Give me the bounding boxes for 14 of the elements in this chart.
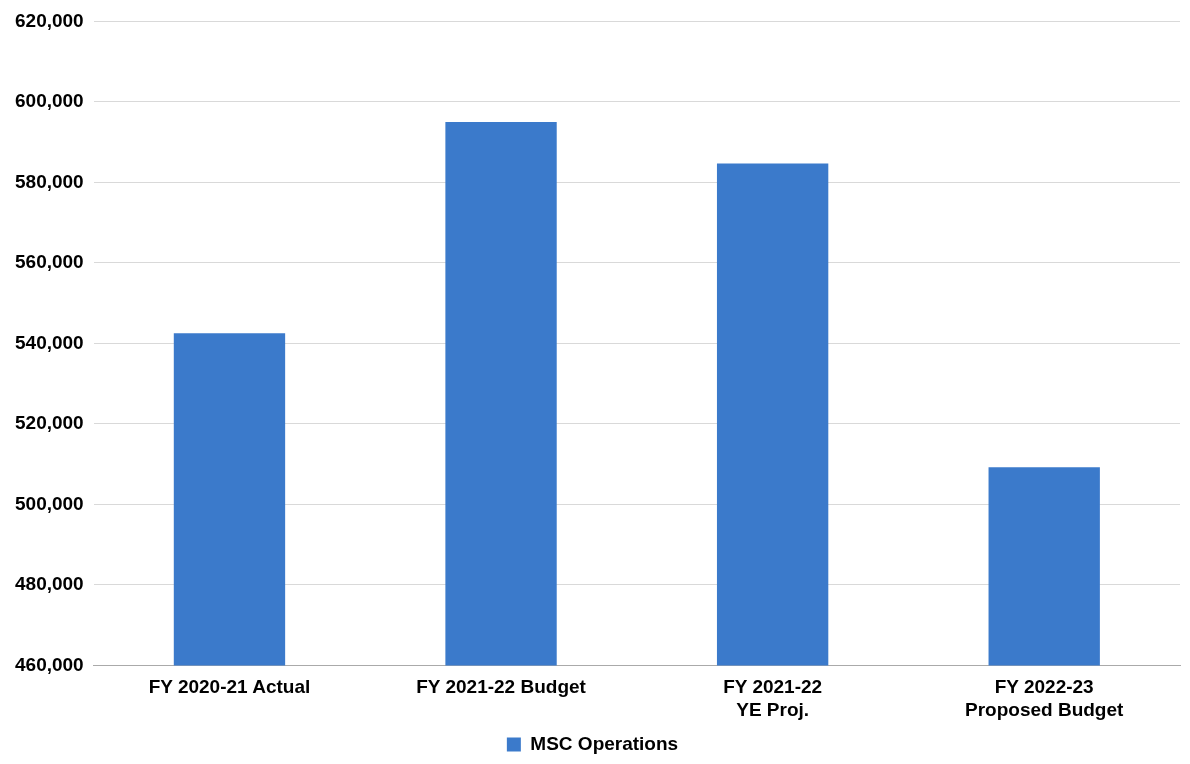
y-tick-label: 460,000 — [14, 653, 84, 675]
y-tick-label: 600,000 — [14, 90, 84, 112]
x-tick-label: FY 2022-23 Proposed Budget — [965, 676, 1125, 720]
y-tick-label: 540,000 — [14, 331, 84, 353]
x-tick-label: FY 2021-22 Budget — [416, 676, 587, 698]
y-tick-label: 480,000 — [14, 573, 84, 595]
legend-label: MSC Operations — [530, 732, 679, 754]
y-tick-label: 520,000 — [14, 412, 84, 434]
x-tick-label: FY 2021-22 YE Proj. — [723, 676, 823, 720]
x-tick-label: FY 2020-21 Actual — [148, 676, 311, 698]
y-tick-label: 560,000 — [14, 251, 84, 273]
y-tick-label: 620,000 — [14, 9, 84, 31]
y-tick-label: 580,000 — [14, 170, 84, 192]
y-tick-label: 500,000 — [14, 492, 84, 514]
